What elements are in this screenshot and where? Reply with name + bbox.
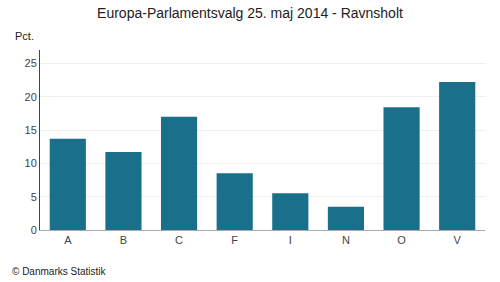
svg-text:10: 10 bbox=[25, 157, 37, 169]
svg-text:I: I bbox=[289, 234, 292, 246]
svg-text:© Danmarks Statistik: © Danmarks Statistik bbox=[12, 266, 107, 277]
svg-text:N: N bbox=[342, 234, 350, 246]
svg-text:0: 0 bbox=[31, 224, 37, 236]
svg-text:20: 20 bbox=[25, 91, 37, 103]
svg-text:15: 15 bbox=[25, 124, 37, 136]
svg-text:25: 25 bbox=[25, 57, 37, 69]
svg-text:Europa-Parlamentsvalg 25. maj: Europa-Parlamentsvalg 25. maj 2014 - Rav… bbox=[97, 5, 403, 21]
svg-text:B: B bbox=[120, 234, 127, 246]
svg-text:C: C bbox=[175, 234, 183, 246]
svg-text:Pct.: Pct. bbox=[15, 30, 34, 42]
svg-text:O: O bbox=[397, 234, 406, 246]
svg-text:F: F bbox=[231, 234, 238, 246]
svg-text:A: A bbox=[64, 234, 72, 246]
svg-text:5: 5 bbox=[31, 191, 37, 203]
svg-text:V: V bbox=[454, 234, 462, 246]
